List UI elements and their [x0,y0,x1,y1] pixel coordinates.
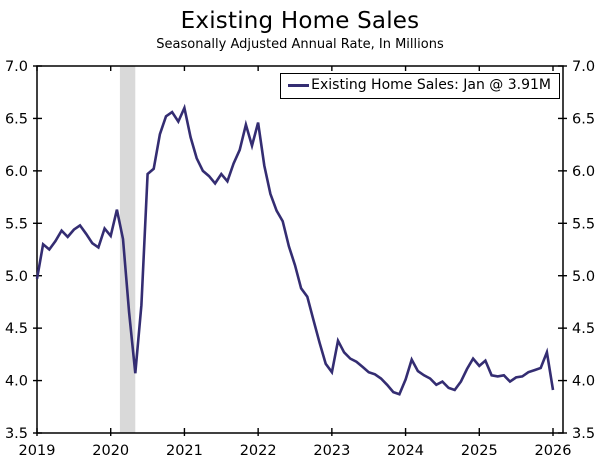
x-axis-label-2021: 2021 [166,443,203,459]
y-axis-label-right-5.0: 5.0 [572,269,595,285]
y-axis-label-left-6.5: 6.5 [5,112,28,128]
plot-border [36,65,564,434]
y-axis-label-left-4.5: 4.5 [5,321,28,337]
legend-line-swatch [288,84,310,87]
x-axis-label-2019: 2019 [19,443,56,459]
y-axis-label-left-5.0: 5.0 [5,269,28,285]
legend-label: Existing Home Sales: Jan @ 3.91M [311,77,551,93]
x-axis-label-2024: 2024 [387,443,424,459]
existing-home-sales-line [35,103,555,396]
y-axis-label-right-7.0: 7.0 [572,59,595,75]
y-axis-label-left-7.0: 7.0 [5,59,28,75]
chart-title: Existing Home Sales [180,8,420,34]
x-axis-label-2022: 2022 [240,443,277,459]
x-axis-label-2025: 2025 [461,443,498,459]
x-axis-label-2026: 2026 [535,443,572,459]
recession-band [119,66,136,433]
y-axis-label-right-5.5: 5.5 [572,216,595,232]
y-axis-label-left-6.0: 6.0 [5,164,28,180]
y-axis-label-right-6.5: 6.5 [572,112,595,128]
y-axis-label-right-4.0: 4.0 [572,374,595,390]
y-axis-label-right-3.5: 3.5 [572,426,595,442]
chart-subtitle: Seasonally Adjusted Annual Rate, In Mill… [156,37,444,52]
y-axis-label-right-6.0: 6.0 [572,164,595,180]
legend: Existing Home Sales: Jan @ 3.91M [280,73,560,99]
y-axis-label-left-3.5: 3.5 [5,426,28,442]
y-axis-label-right-4.5: 4.5 [572,321,595,337]
y-axis-label-left-5.5: 5.5 [5,216,28,232]
x-axis-label-2020: 2020 [92,443,129,459]
x-axis-label-2023: 2023 [313,443,350,459]
y-axis-label-left-4.0: 4.0 [5,374,28,390]
